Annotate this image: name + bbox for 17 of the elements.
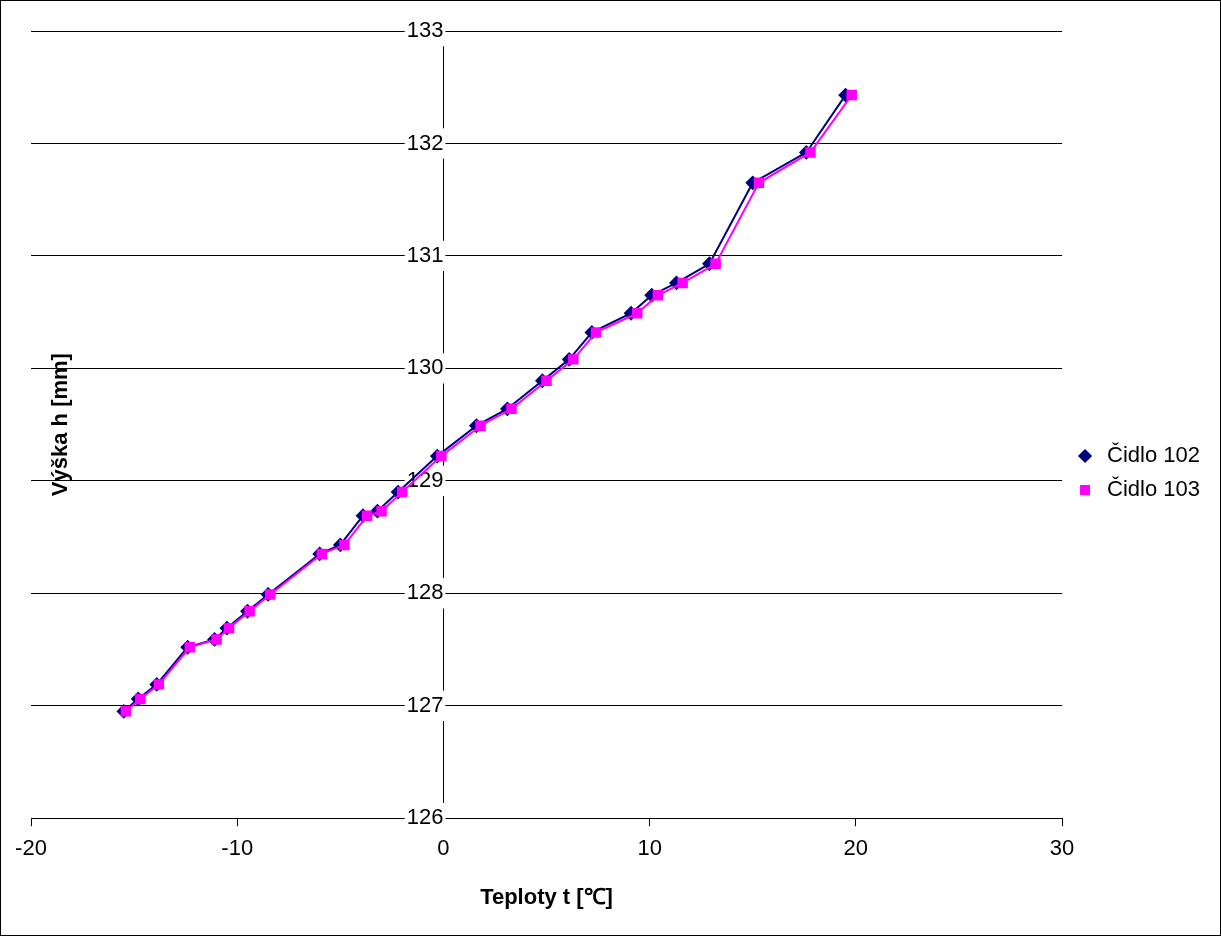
y-tick-label: 126 <box>406 804 444 830</box>
x-tick-label: -10 <box>221 835 254 861</box>
y-tick-label: 132 <box>406 129 444 155</box>
legend-label: Čidlo 103 <box>1107 476 1200 502</box>
y-tick-label: 133 <box>406 17 444 43</box>
x-tick-label: 30 <box>1049 835 1075 861</box>
x-tick-label: -20 <box>15 835 47 861</box>
y-tick-label: 128 <box>406 579 444 605</box>
x-tick-label: 20 <box>843 835 869 861</box>
x-tick-label: 10 <box>637 835 662 861</box>
y-tick-label: 127 <box>406 691 444 717</box>
y-axis-title: Výška h [mm] <box>47 353 73 497</box>
legend-label: Čidlo 102 <box>1107 442 1200 468</box>
x-axis-title: Teploty t [℃] <box>480 883 613 909</box>
x-tick-label: 0 <box>437 835 450 861</box>
y-tick-label: 130 <box>406 354 444 380</box>
y-tick-label: 131 <box>406 241 444 267</box>
